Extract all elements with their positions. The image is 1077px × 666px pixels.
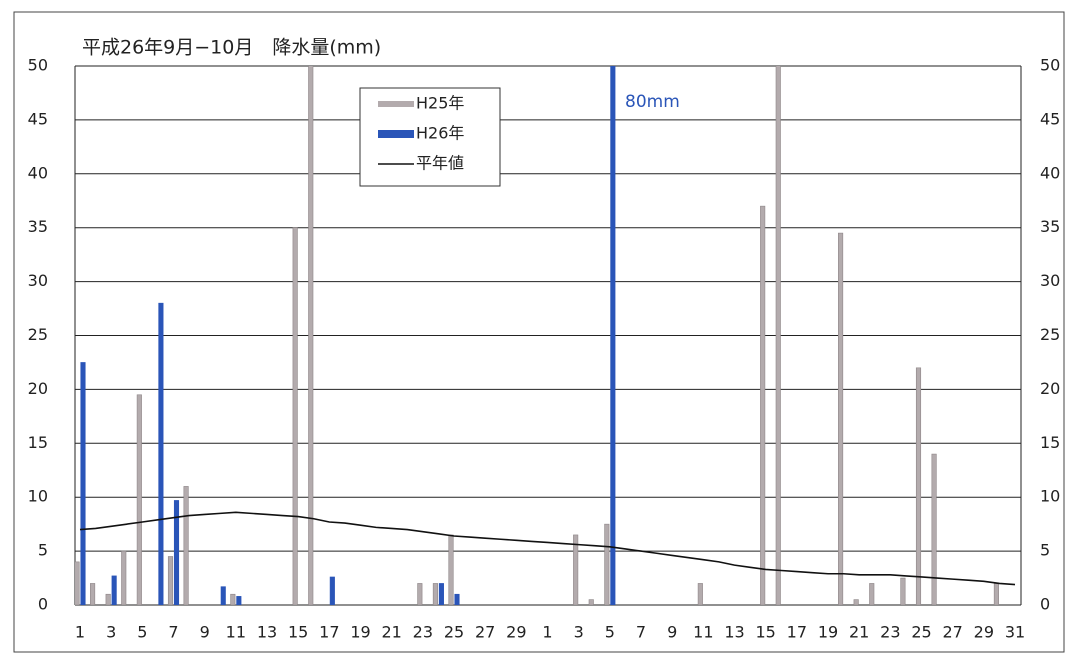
- bar: [915, 367, 922, 605]
- bar: [105, 593, 111, 605]
- y2-tick-label: 15: [1040, 433, 1060, 452]
- x-tick-label: 29: [974, 623, 994, 642]
- bar: [760, 205, 766, 605]
- y2-tick-label: 45: [1040, 109, 1060, 128]
- legend-label: H25年: [416, 94, 464, 113]
- bar: [158, 302, 164, 605]
- bar: [220, 586, 226, 605]
- bar: [329, 576, 335, 605]
- bar: [80, 362, 86, 605]
- x-tick-label: 1: [75, 623, 85, 642]
- bar: [183, 486, 189, 605]
- y2-tick-label: 0: [1040, 595, 1050, 614]
- normal-line: [79, 511, 1016, 586]
- y2-tick-label: 10: [1040, 487, 1060, 506]
- bar: [900, 577, 906, 605]
- x-tick-label: 25: [444, 623, 464, 642]
- y2-tick-label: 50: [1040, 56, 1060, 75]
- x-tick-label: 11: [693, 623, 713, 642]
- bar: [853, 599, 859, 605]
- bar: [136, 394, 142, 605]
- y2-tick-label: 20: [1040, 379, 1060, 398]
- y-tick-label: 25: [28, 325, 48, 344]
- x-tick-label: 13: [724, 623, 744, 642]
- x-tick-label: 5: [605, 623, 615, 642]
- bar: [697, 583, 703, 605]
- y2-tick-label: 30: [1040, 271, 1060, 290]
- bar: [121, 550, 127, 605]
- frame: [13, 11, 1065, 653]
- y2-tick-label: 5: [1040, 541, 1050, 560]
- x-tick-label: 19: [818, 623, 838, 642]
- bar: [111, 575, 117, 605]
- bar: [869, 583, 875, 605]
- x-tick-label: 31: [1005, 623, 1025, 642]
- x-tick-label: 7: [168, 623, 178, 642]
- bar: [838, 232, 844, 605]
- x-tick-label: 17: [319, 623, 339, 642]
- bar: [448, 534, 454, 605]
- bar: [931, 453, 937, 605]
- bar: [75, 561, 80, 605]
- bar: [90, 583, 96, 605]
- x-tick-label: 29: [506, 623, 526, 642]
- chart-title: 平成26年9月−10月 降水量(mm): [82, 37, 381, 59]
- x-tick-label: 23: [413, 623, 433, 642]
- y-tick-label: 40: [28, 163, 48, 182]
- legend-swatch: [378, 101, 414, 107]
- bar: [604, 523, 610, 605]
- bar: [417, 583, 423, 605]
- x-tick-label: 3: [106, 623, 116, 642]
- x-tick-label: 25: [911, 623, 931, 642]
- bar: [610, 66, 616, 605]
- y2-tick-label: 40: [1040, 163, 1060, 182]
- y-tick-label: 50: [28, 56, 48, 75]
- x-tick-label: 15: [755, 623, 775, 642]
- bar: [775, 66, 781, 605]
- x-tick-label: 17: [787, 623, 807, 642]
- bar: [432, 583, 438, 605]
- bar: [588, 599, 594, 605]
- y2-tick-label: 25: [1040, 325, 1060, 344]
- x-tick-label: 19: [350, 623, 370, 642]
- legend-label: H26年: [416, 124, 464, 143]
- y2-tick-label: 35: [1040, 217, 1060, 236]
- x-tick-label: 23: [880, 623, 900, 642]
- y-tick-label: 5: [38, 541, 48, 560]
- bar: [308, 66, 314, 605]
- x-tick-label: 27: [475, 623, 495, 642]
- x-tick-label: 13: [257, 623, 277, 642]
- annotation: 80mm: [625, 92, 680, 112]
- y-tick-label: 10: [28, 487, 48, 506]
- bar: [236, 596, 242, 605]
- y-tick-label: 0: [38, 595, 48, 614]
- x-tick-label: 21: [381, 623, 401, 642]
- x-tick-label: 7: [636, 623, 646, 642]
- x-tick-label: 3: [574, 623, 584, 642]
- y-tick-label: 15: [28, 433, 48, 452]
- y-tick-label: 30: [28, 271, 48, 290]
- bar: [292, 227, 298, 605]
- bar: [167, 556, 174, 605]
- legend-swatch: [378, 130, 414, 138]
- bar: [993, 583, 999, 605]
- x-tick-label: 9: [200, 623, 210, 642]
- x-tick-label: 1: [542, 623, 552, 642]
- bar: [454, 593, 460, 605]
- bar: [438, 583, 444, 605]
- y-tick-label: 45: [28, 109, 48, 128]
- x-tick-label: 11: [226, 623, 246, 642]
- bar: [573, 534, 579, 605]
- x-tick-label: 21: [849, 623, 869, 642]
- y-tick-label: 35: [28, 217, 48, 236]
- x-tick-label: 27: [942, 623, 962, 642]
- x-tick-label: 15: [288, 623, 308, 642]
- bar: [230, 593, 236, 605]
- y-tick-label: 20: [28, 379, 48, 398]
- x-tick-label: 5: [137, 623, 147, 642]
- x-tick-label: 9: [667, 623, 677, 642]
- legend-label: 平年値: [416, 154, 464, 173]
- bar: [173, 500, 180, 605]
